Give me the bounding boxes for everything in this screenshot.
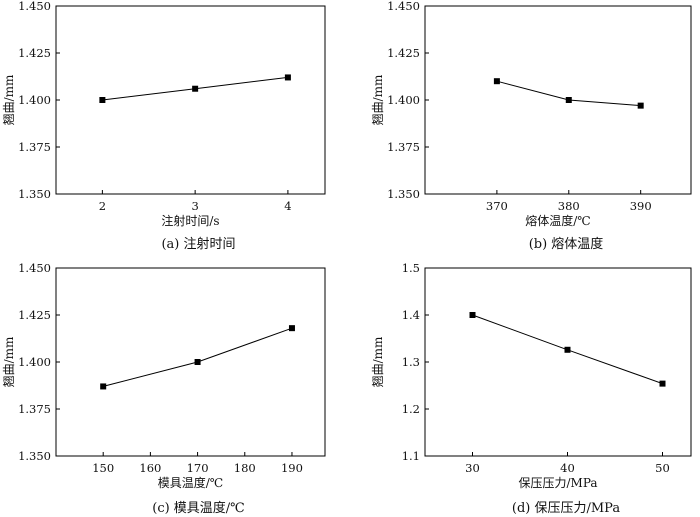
- y-axis-label: 翘曲/mm: [371, 336, 385, 387]
- chart-panel-b: 1.350 1.375 1.400 1.425 1.450 370 380 390 熔体温度/℃…: [371, 0, 692, 252]
- y-tick-label: 1.425: [18, 308, 51, 322]
- y-tick-label: 1.350: [18, 187, 51, 201]
- chart-caption: (a) 注射时间: [161, 236, 235, 252]
- x-axis-label: 模具温度/℃: [158, 475, 223, 490]
- chart-panel-a: 1.350 1.375 1.400 1.425 1.450 2 3 4 注射时间/s 翘曲/mm (…: [2, 0, 326, 252]
- data-point: [288, 325, 295, 332]
- chart-caption: (d) 保压压力/MPa: [512, 501, 620, 516]
- data-point: [659, 380, 666, 387]
- x-tick-label: 3: [191, 199, 198, 213]
- x-tick-label: 50: [655, 461, 670, 475]
- x-tick-label: 390: [630, 199, 652, 213]
- y-tick-label: 1.400: [18, 93, 51, 107]
- x-tick-label: 180: [234, 461, 256, 475]
- data-point: [565, 97, 572, 103]
- data-point: [194, 359, 201, 365]
- plot-frame: [424, 5, 692, 195]
- x-tick-label: 2: [99, 199, 106, 213]
- y-tick-label: 1.450: [387, 0, 420, 13]
- x-tick-label: 190: [281, 461, 303, 475]
- data-point: [493, 78, 500, 85]
- x-tick-label: 40: [560, 461, 575, 475]
- chart-panel-d: 1.1 1.2 1.3 1.4 1.5 30 40 50 保压压力/MPa 翘曲/mm (d) 保压…: [371, 261, 692, 516]
- x-tick-label: 4: [284, 199, 291, 213]
- x-tick-label: 150: [92, 461, 114, 475]
- x-axis-label: 注射时间/s: [161, 213, 219, 228]
- y-tick-label: 1.2: [402, 402, 420, 416]
- x-tick-label: 170: [187, 461, 209, 475]
- y-tick-label: 1.400: [387, 93, 420, 107]
- y-tick-label: 1.450: [18, 0, 51, 13]
- y-tick-label: 1.3: [402, 355, 420, 369]
- data-point: [637, 102, 644, 109]
- chart-panel-c: 1.350 1.375 1.400 1.425 1.450 150 160 170 180 190…: [2, 261, 326, 516]
- data-point: [100, 383, 107, 390]
- data-point: [469, 312, 476, 318]
- x-axis-label: 保压压力/MPa: [518, 476, 597, 490]
- x-tick-label: 380: [558, 199, 580, 213]
- y-tick-label: 1.350: [18, 449, 51, 463]
- data-point: [99, 97, 106, 103]
- plot-frame: [55, 5, 326, 195]
- x-tick-label: 370: [486, 199, 508, 213]
- chart-caption: (c) 模具温度/℃: [152, 500, 244, 516]
- series-line: [103, 327, 293, 387]
- y-tick-label: 1.450: [18, 261, 51, 275]
- y-tick-label: 1.4: [402, 308, 420, 322]
- data-point: [192, 85, 199, 92]
- y-tick-label: 1.425: [18, 46, 51, 60]
- y-axis-label: 翘曲/mm: [371, 74, 385, 125]
- data-point: [564, 346, 571, 353]
- y-tick-label: 1.1: [402, 449, 420, 463]
- y-tick-label: 1.375: [18, 140, 51, 154]
- y-axis-label: 翘曲/mm: [2, 336, 16, 387]
- y-tick-label: 1.5: [402, 261, 420, 275]
- y-tick-label: 1.400: [18, 355, 51, 369]
- y-tick-label: 1.425: [387, 46, 420, 60]
- x-tick-label: 30: [465, 461, 480, 475]
- y-tick-label: 1.375: [387, 140, 420, 154]
- data-point: [284, 74, 291, 81]
- y-tick-label: 1.350: [387, 187, 420, 201]
- x-tick-label: 160: [139, 461, 161, 475]
- x-axis-label: 熔体温度/℃: [525, 213, 590, 228]
- y-axis-label: 翘曲/mm: [2, 74, 16, 125]
- plot-frame: [55, 267, 326, 457]
- chart-caption: (b) 熔体温度: [529, 236, 604, 252]
- y-tick-label: 1.375: [18, 402, 51, 416]
- plot-frame: [424, 267, 692, 457]
